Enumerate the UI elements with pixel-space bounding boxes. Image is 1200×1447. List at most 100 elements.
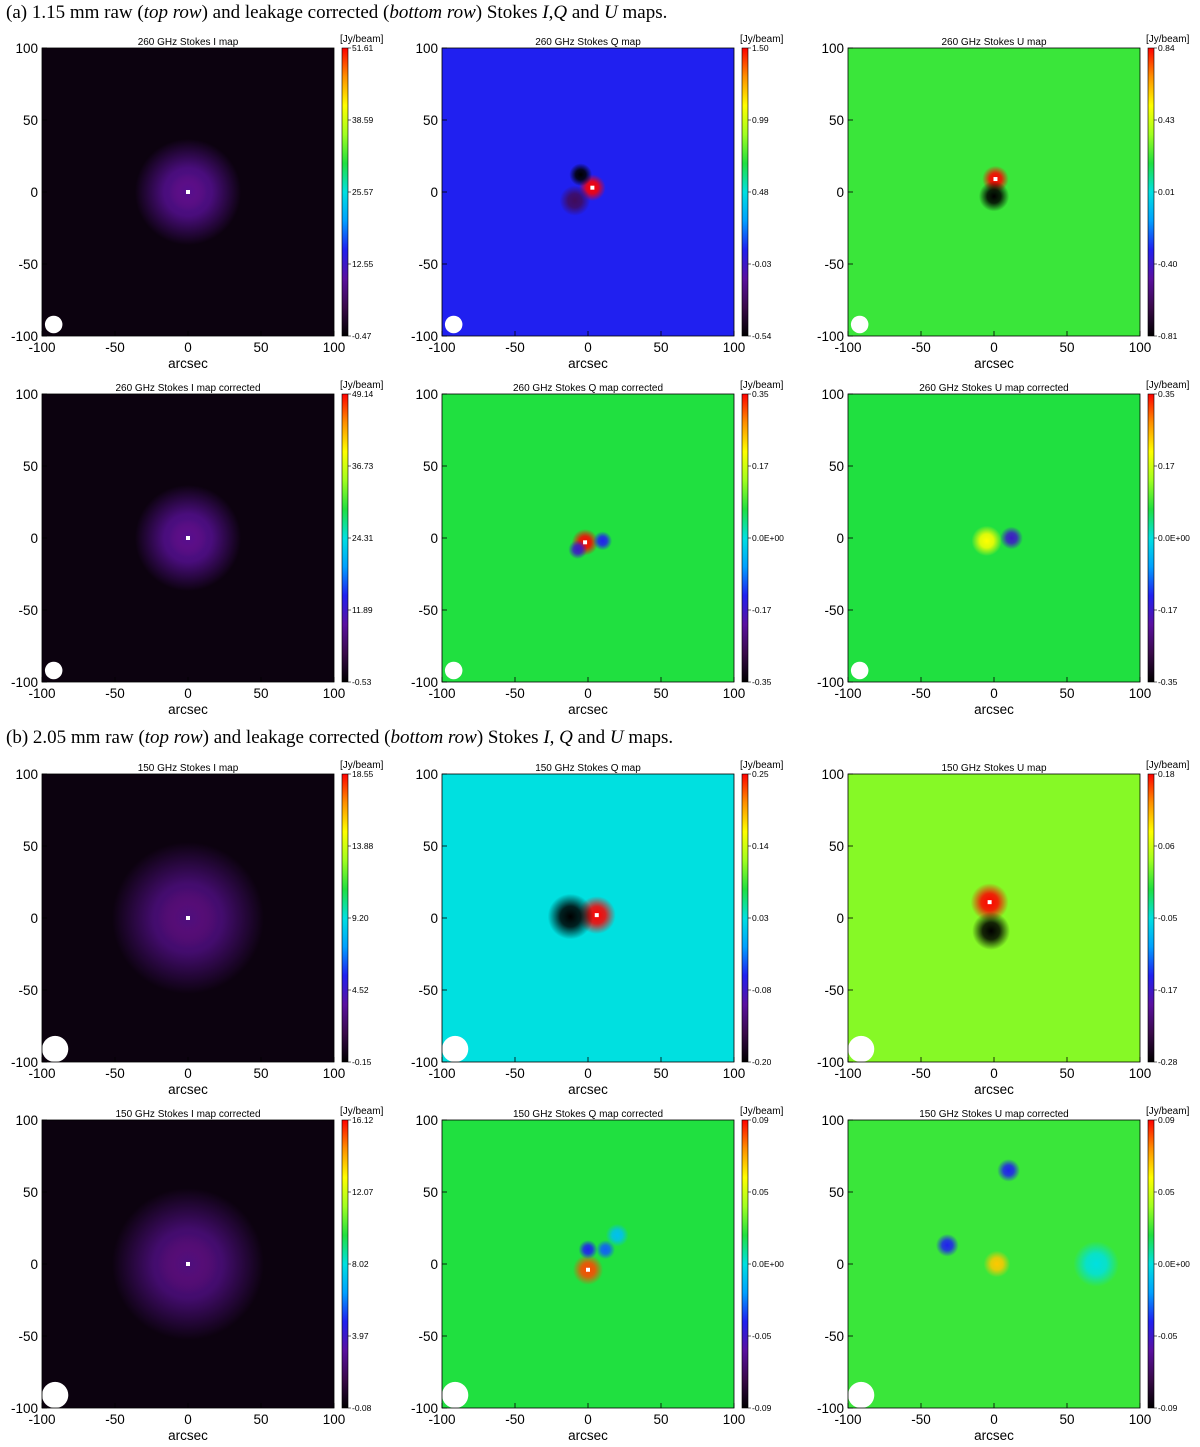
panel-title: 150 GHz Stokes U map corrected	[919, 1109, 1069, 1120]
map-feature	[547, 893, 594, 940]
colorbar	[1147, 773, 1155, 1063]
colorbar-unit: [Jy/beam]	[740, 760, 784, 771]
y-tick-label: 0	[430, 1257, 438, 1272]
colorbar	[1147, 393, 1155, 683]
x-axis-label: arcsec	[568, 356, 608, 371]
colorbar-tick-label: 0.09	[1158, 1115, 1175, 1125]
y-tick-label: 0	[30, 531, 38, 546]
colorbar-tick-label: 0.05	[752, 1187, 769, 1197]
map-feature	[578, 1240, 598, 1260]
x-tick-label: -50	[505, 1066, 525, 1081]
panel-title: 150 GHz Stokes U map	[941, 763, 1046, 774]
x-tick-label: 100	[723, 1412, 746, 1427]
y-tick-label: 50	[23, 459, 38, 474]
x-axis-label: arcsec	[974, 356, 1014, 371]
map-panel: 260 GHz Stokes U map corrected -100 -100 -5…	[806, 380, 1200, 720]
x-tick-label: 100	[1129, 1066, 1152, 1081]
beam-marker	[444, 315, 463, 334]
heatmap-chart: 150 GHz Stokes Q map corrected -100-100 -5…	[411, 1106, 784, 1443]
map-panel: 260 GHz Stokes I map -100 -100 -50 -50 0 0 50 50…	[0, 34, 394, 374]
beam-marker	[44, 661, 63, 680]
colorbar-unit: [Jy/beam]	[340, 760, 384, 771]
panel-title: 260 GHz Stokes I map	[138, 37, 239, 48]
heatmap-chart: 260 GHz Stokes U map corrected -100-100 -5…	[817, 380, 1190, 717]
x-axis-label: arcsec	[568, 702, 608, 717]
x-tick-label: -100	[28, 1066, 55, 1081]
x-tick-label: -50	[105, 686, 125, 701]
x-tick-label: 50	[653, 686, 668, 701]
colorbar-tick-label: 0.01	[1158, 187, 1175, 197]
y-tick-label: -100	[11, 675, 38, 690]
colorbar-tick-label: -0.17	[1158, 605, 1178, 615]
x-tick-label: 100	[323, 686, 346, 701]
y-tick-label: 50	[423, 113, 438, 128]
beam-marker	[850, 315, 869, 334]
colorbar-tick-label: -0.05	[1158, 1331, 1178, 1341]
colorbar-tick-label: 16.12	[352, 1115, 374, 1125]
x-tick-label: 50	[653, 340, 668, 355]
beam-marker	[442, 1035, 469, 1063]
colorbar-tick-label: -0.08	[752, 985, 772, 995]
y-tick-label: -100	[817, 1055, 844, 1070]
colorbar-tick-label: -0.54	[752, 331, 772, 341]
x-tick-label: -100	[428, 686, 455, 701]
colorbar-tick-label: 0.03	[752, 913, 769, 923]
colorbar-tick-label: -0.81	[1158, 331, 1178, 341]
beam-marker	[848, 1381, 875, 1409]
x-tick-label: 100	[723, 1066, 746, 1081]
colorbar-tick-label: 9.20	[352, 913, 369, 923]
colorbar-tick-label: 0.0E+00	[1158, 1259, 1190, 1269]
map-panel: 260 GHz Stokes Q map corrected -100 -100 -5…	[400, 380, 794, 720]
y-tick-label: -50	[418, 603, 438, 618]
beam-marker	[442, 1381, 469, 1409]
heatmap-chart: 150 GHz Stokes I map corrected -100-100 -5…	[11, 1106, 384, 1443]
y-tick-label: 100	[415, 41, 438, 56]
colorbar-tick-label: -0.15	[352, 1057, 372, 1067]
y-tick-label: 100	[15, 767, 38, 782]
colorbar-tick-label: 11.89	[352, 605, 373, 615]
x-axis-label: arcsec	[974, 1082, 1014, 1097]
y-tick-label: -50	[18, 257, 38, 272]
heatmap-chart: 150 GHz Stokes Q map -100-100 -50 -50 0 0 50 50…	[411, 760, 784, 1097]
colorbar-tick-label: 38.59	[352, 115, 374, 125]
y-tick-label: 0	[836, 1257, 844, 1272]
colorbar-tick-label: -0.40	[1158, 259, 1178, 269]
colorbar-tick-label: 0.0E+00	[752, 1259, 784, 1269]
y-tick-label: 0	[30, 185, 38, 200]
map-feature	[605, 1223, 629, 1247]
x-tick-label: 0	[990, 686, 998, 701]
map-panel: 260 GHz Stokes I map corrected -100 -100 -5…	[0, 380, 394, 720]
y-tick-label: -100	[11, 1401, 38, 1416]
y-tick-label: 50	[829, 839, 844, 854]
y-tick-label: 0	[30, 911, 38, 926]
colorbar-tick-label: 0.99	[752, 115, 769, 125]
heatmap-chart: 260 GHz Stokes U map -100-100 -50 -50 0 0 50 50…	[817, 34, 1190, 371]
heatmap-chart: 260 GHz Stokes Q map -100-100 -50 -50 0 0 50 50…	[411, 34, 784, 371]
y-tick-label: -50	[18, 983, 38, 998]
y-tick-label: -50	[18, 1329, 38, 1344]
x-tick-label: 50	[1059, 1066, 1074, 1081]
colorbar-tick-label: 8.02	[352, 1259, 369, 1269]
colorbar-tick-label: -0.03	[752, 259, 772, 269]
heatmap-chart: 150 GHz Stokes U map corrected -100-100 -5…	[817, 1106, 1190, 1443]
x-tick-label: -50	[911, 1066, 931, 1081]
x-tick-label: 0	[990, 1412, 998, 1427]
panel-title: 260 GHz Stokes Q map	[535, 37, 641, 48]
map-peak	[987, 900, 992, 905]
colorbar-tick-label: 0.0E+00	[1158, 533, 1190, 543]
colorbar-tick-label: -0.35	[752, 677, 772, 687]
colorbar-tick-label: 3.97	[352, 1331, 369, 1341]
x-tick-label: 100	[723, 340, 746, 355]
colorbar-tick-label: -0.35	[1158, 677, 1178, 687]
y-tick-label: -50	[18, 603, 38, 618]
colorbar-tick-label: 0.35	[1158, 389, 1175, 399]
colorbar	[341, 773, 349, 1063]
y-tick-label: -50	[418, 257, 438, 272]
y-tick-label: 100	[415, 1113, 438, 1128]
map-panel: 260 GHz Stokes U map -100 -100 -50 -50 0 0 50 50…	[806, 34, 1200, 374]
x-tick-label: 100	[723, 686, 746, 701]
y-tick-label: 50	[23, 1185, 38, 1200]
colorbar	[741, 393, 749, 683]
colorbar-tick-label: 0.14	[752, 841, 769, 851]
colorbar-tick-label: 0.43	[1158, 115, 1175, 125]
